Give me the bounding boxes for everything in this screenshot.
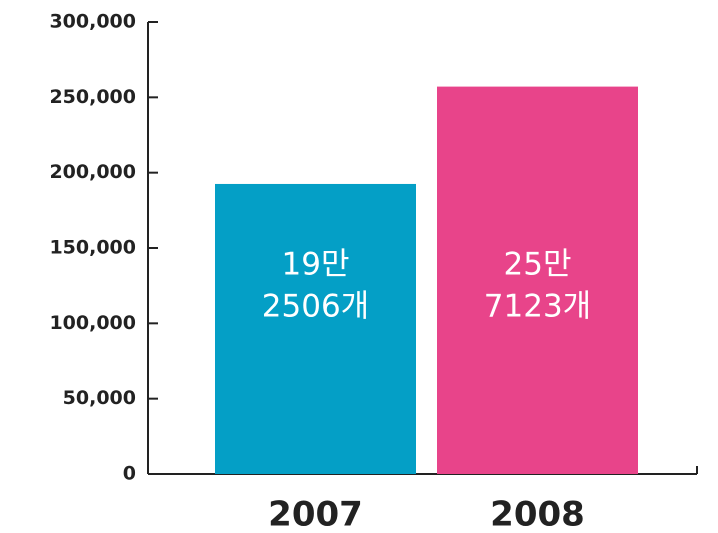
y-tick-label: 200,000: [49, 161, 136, 183]
bar: [215, 183, 416, 474]
value-label: 7123개: [484, 289, 591, 325]
y-tick-label: 300,000: [49, 11, 136, 33]
value-label: 25만: [504, 247, 572, 283]
x-tick-label: 2007: [268, 495, 363, 533]
bar: [437, 86, 638, 474]
y-tick-label: 100,000: [49, 312, 136, 334]
y-tick-label: 50,000: [63, 387, 136, 409]
value-label: 2506개: [262, 289, 369, 325]
y-tick-label: 150,000: [49, 237, 136, 259]
y-tick-label: 250,000: [49, 86, 136, 108]
value-label: 19만: [282, 247, 350, 283]
x-tick-label: 2008: [490, 495, 585, 533]
y-tick-label: 0: [123, 463, 136, 485]
